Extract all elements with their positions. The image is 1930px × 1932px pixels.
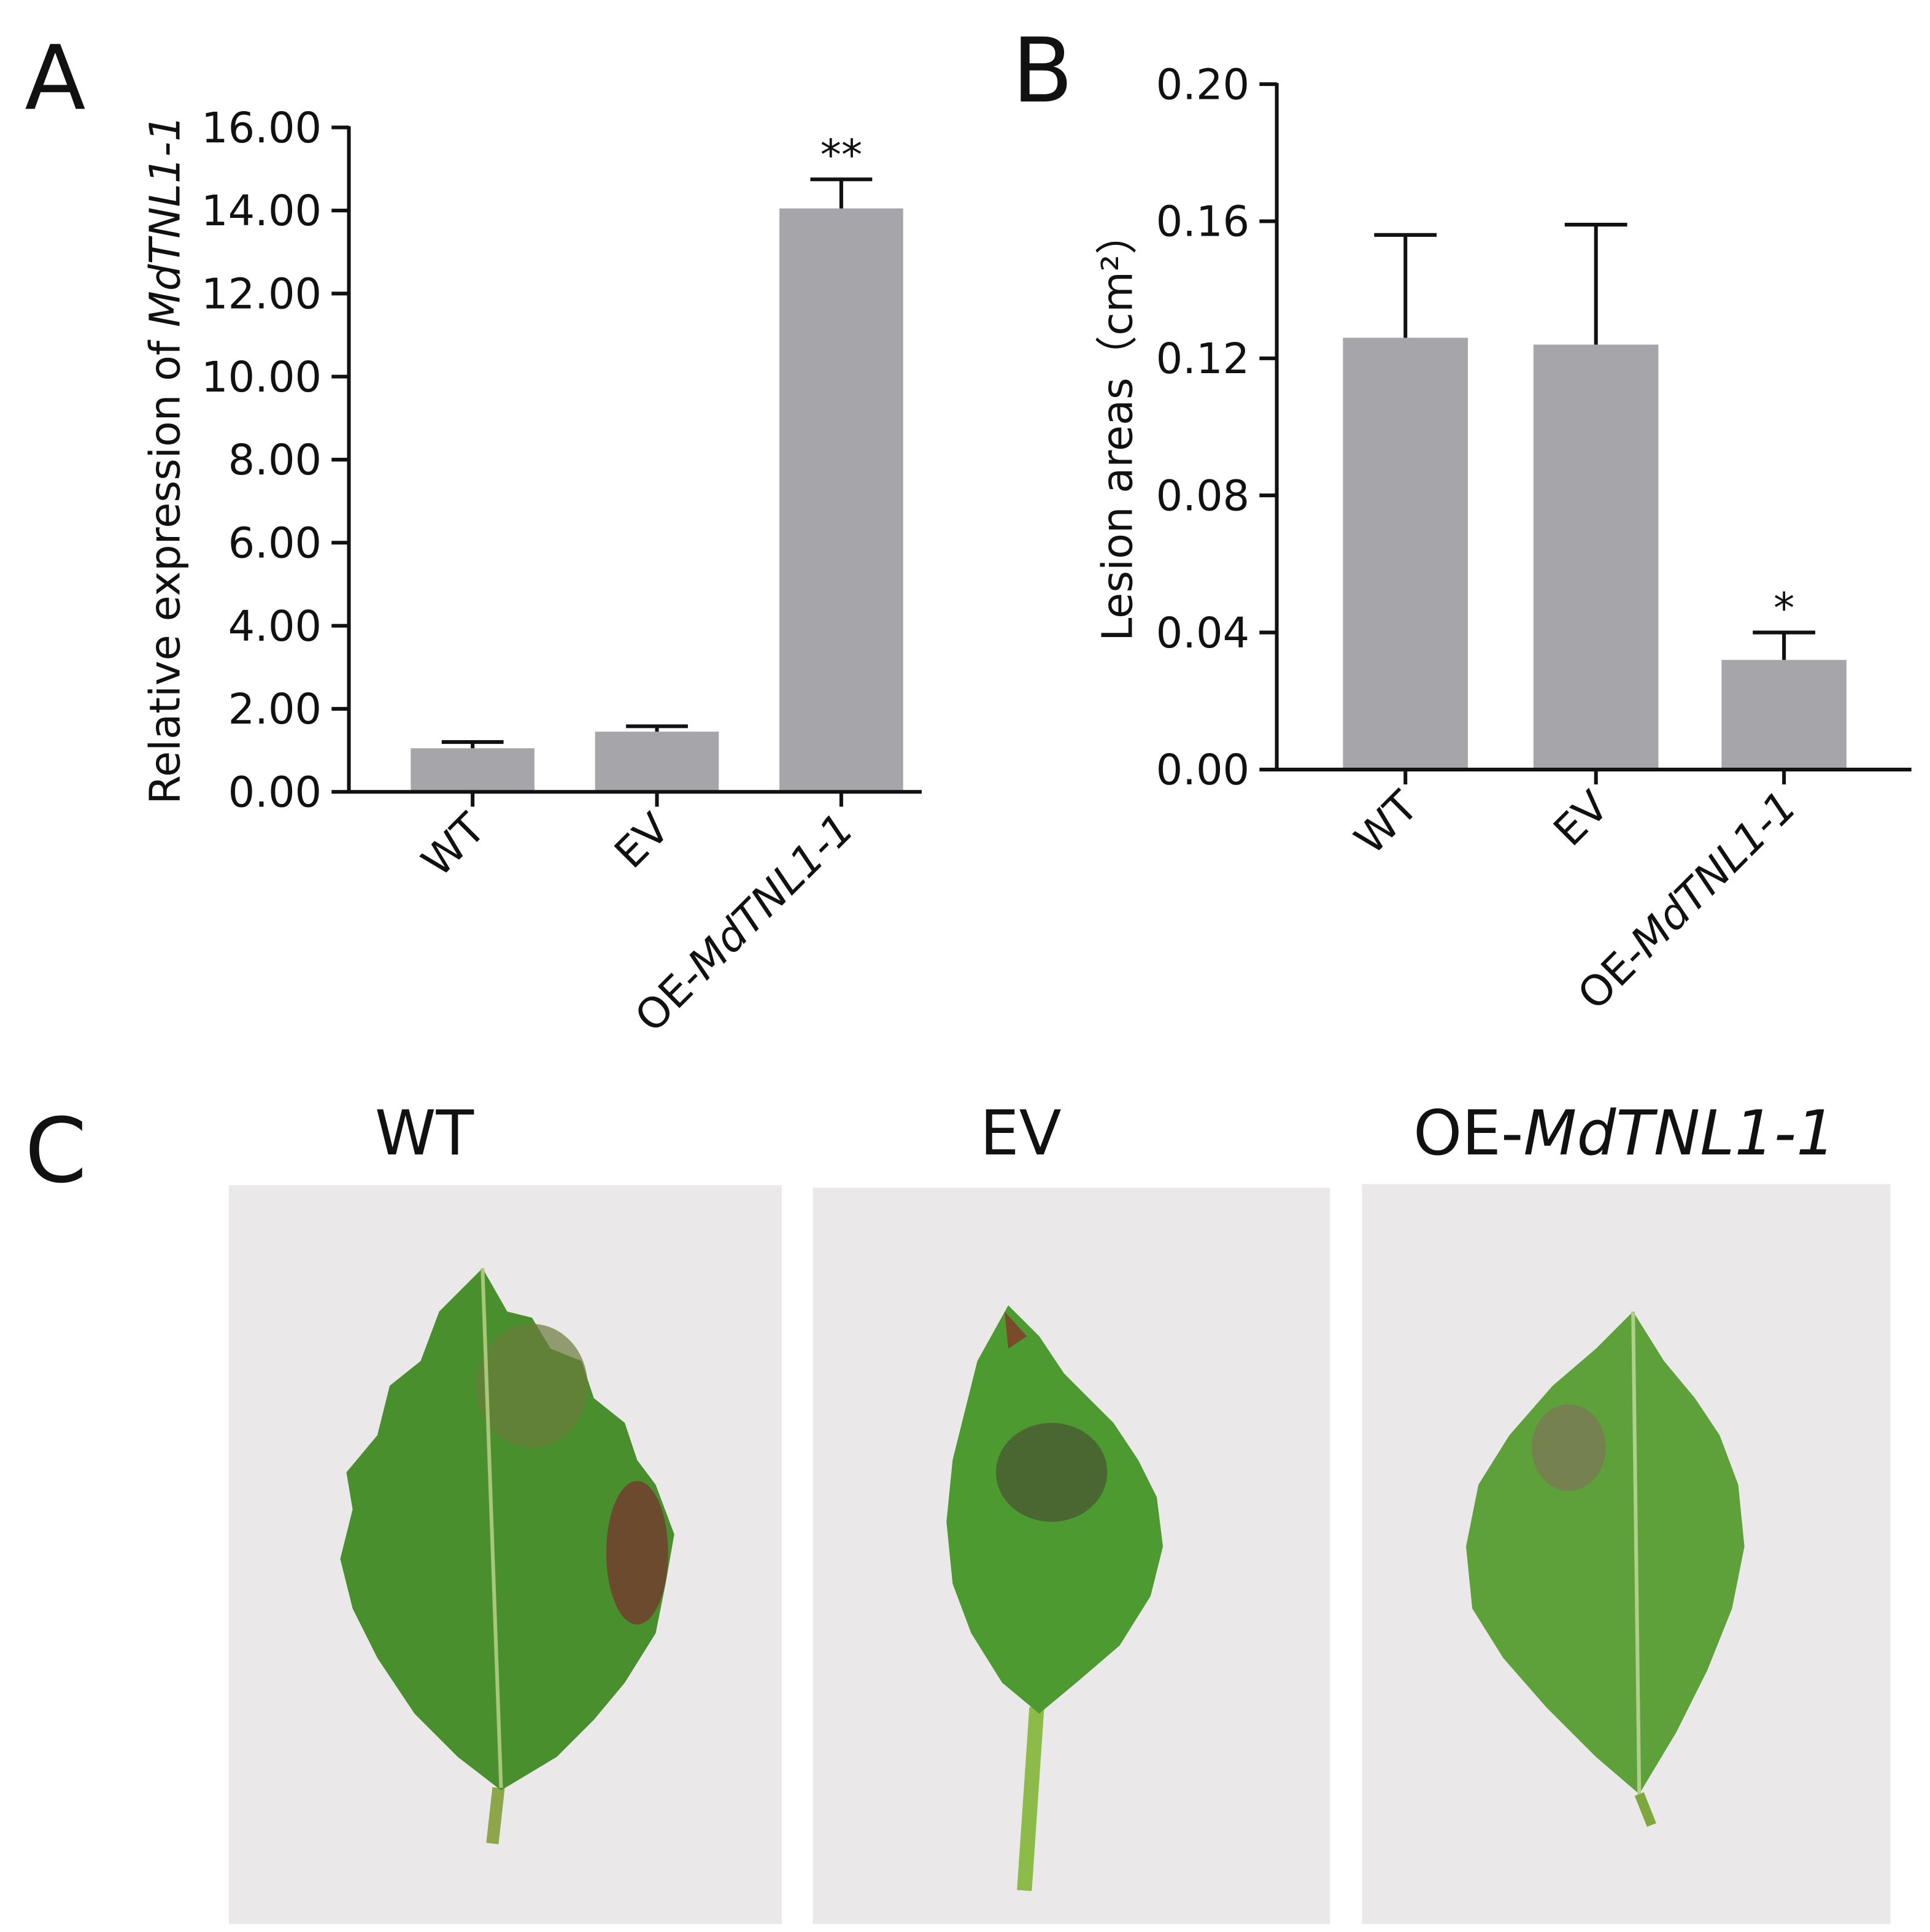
y-tick-label: 0.12 bbox=[1156, 334, 1250, 384]
y-tick-label: 0.08 bbox=[1156, 471, 1250, 520]
y-axis-label: Relative expression of MdTNL1-1 bbox=[141, 115, 190, 804]
photo-title: OE-MdTNL1-1 bbox=[1413, 1097, 1835, 1169]
lesion bbox=[1005, 1311, 1027, 1349]
significance-mark: * bbox=[1774, 584, 1794, 633]
lesion bbox=[995, 1423, 1108, 1522]
y-tick-label: 0.16 bbox=[1156, 198, 1250, 247]
leaf bbox=[340, 1268, 674, 1791]
photo-title: WT bbox=[375, 1097, 474, 1169]
lesion bbox=[606, 1481, 668, 1625]
y-axis-label: Lesion areas（cm²） bbox=[1094, 212, 1143, 641]
leaf-midrib bbox=[481, 1268, 503, 1788]
y-tick-label: 2.00 bbox=[228, 685, 322, 734]
y-tick-label: 0.00 bbox=[228, 768, 322, 817]
lesion bbox=[476, 1324, 588, 1448]
x-tick-label: EV bbox=[1545, 782, 1618, 856]
y-tick-label: 14.00 bbox=[201, 187, 322, 236]
x-tick-label: WT bbox=[412, 803, 495, 886]
leaf-petiole bbox=[1017, 1707, 1044, 1891]
y-tick-label: 6.00 bbox=[228, 519, 322, 568]
significance-mark: ** bbox=[820, 131, 863, 180]
panel-label: B bbox=[1012, 19, 1073, 123]
leaf-petiole bbox=[486, 1787, 505, 1844]
y-tick-label: 0.00 bbox=[1156, 746, 1250, 795]
bar bbox=[595, 732, 719, 792]
y-tick-label: 12.00 bbox=[201, 269, 322, 319]
y-tick-label: 0.04 bbox=[1156, 609, 1250, 658]
y-tick-label: 0.20 bbox=[1156, 60, 1250, 109]
x-tick-label: WT bbox=[1345, 781, 1428, 864]
photo-title: EV bbox=[980, 1097, 1062, 1169]
panel-c-photos bbox=[228, 1184, 1891, 1924]
y-tick-label: 4.00 bbox=[228, 602, 322, 651]
leaf-petiole bbox=[1634, 1792, 1656, 1827]
panel-label: C bbox=[25, 1099, 87, 1203]
bar bbox=[1533, 344, 1659, 770]
x-tick-label: EV bbox=[605, 804, 679, 878]
y-tick-label: 16.00 bbox=[201, 104, 322, 153]
y-tick-label: 10.00 bbox=[201, 353, 322, 402]
panel-label: A bbox=[25, 26, 85, 130]
bar bbox=[411, 748, 535, 792]
leaf-midrib bbox=[1631, 1311, 1642, 1795]
bar bbox=[779, 208, 903, 792]
lesion bbox=[1531, 1404, 1606, 1491]
y-tick-label: 8.00 bbox=[228, 436, 322, 485]
bar bbox=[1721, 660, 1847, 770]
bar bbox=[1343, 338, 1469, 770]
